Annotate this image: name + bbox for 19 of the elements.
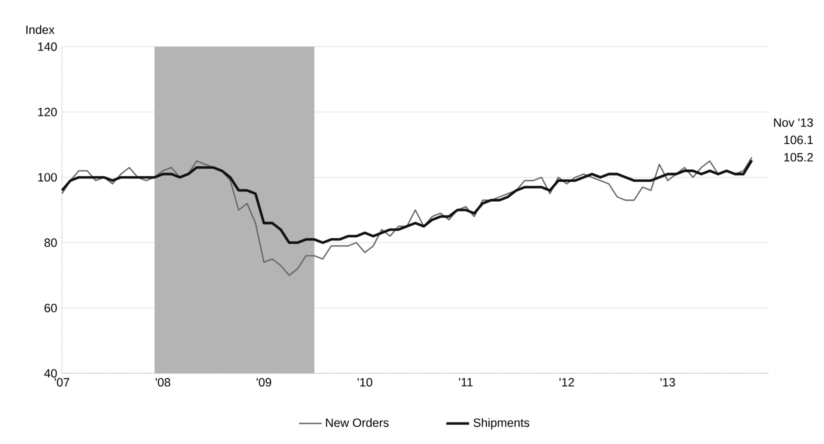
x-tick-label: '13 xyxy=(660,378,676,387)
text: Nov '13 xyxy=(774,118,813,127)
y-tick-label: 40 xyxy=(44,369,57,378)
x-tick-label: '09 xyxy=(256,378,272,387)
x-tick-label: '10 xyxy=(358,378,372,387)
text: 105.2 xyxy=(784,153,813,162)
x-tick-label: '08 xyxy=(156,378,170,387)
x-tick-label: '11 xyxy=(459,378,473,386)
y-tick-label: 140 xyxy=(38,42,57,51)
x-tick-label: '12 xyxy=(560,378,574,386)
legend-label: Shipments xyxy=(474,418,530,430)
y-tick-label: 60 xyxy=(44,304,57,312)
y-tick-label: 100 xyxy=(38,173,57,182)
legend-label: New Orders xyxy=(326,418,389,427)
text: 106.1 xyxy=(784,136,813,144)
x-tick-label: '07 xyxy=(54,378,70,387)
y-axis-title: Index xyxy=(26,25,54,34)
y-tick-label: 80 xyxy=(44,238,57,247)
y-tick-label: 120 xyxy=(38,108,57,116)
